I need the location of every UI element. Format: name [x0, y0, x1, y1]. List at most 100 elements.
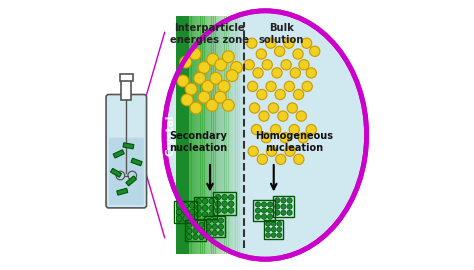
Circle shape [265, 227, 271, 232]
Circle shape [226, 70, 238, 82]
Text: Homogeneous
nucleation: Homogeneous nucleation [255, 131, 333, 153]
Circle shape [277, 221, 282, 226]
Bar [194, 197, 217, 219]
Polygon shape [117, 188, 128, 195]
Circle shape [185, 83, 197, 95]
Circle shape [209, 212, 215, 217]
Circle shape [187, 222, 192, 227]
Circle shape [222, 194, 228, 200]
Circle shape [285, 146, 295, 156]
Circle shape [272, 68, 282, 78]
Circle shape [222, 51, 234, 63]
Circle shape [206, 99, 218, 111]
Circle shape [265, 233, 271, 238]
Circle shape [271, 227, 276, 232]
Circle shape [306, 68, 316, 78]
Circle shape [268, 103, 279, 113]
Bar [237, 16, 240, 254]
Circle shape [219, 218, 224, 223]
Circle shape [209, 205, 215, 211]
Bar [185, 220, 206, 241]
Circle shape [259, 111, 269, 121]
Text: Bulk
solution: Bulk solution [259, 23, 304, 45]
Circle shape [206, 218, 211, 223]
Circle shape [180, 56, 191, 68]
Circle shape [251, 124, 262, 135]
Circle shape [218, 80, 230, 92]
Circle shape [228, 194, 234, 200]
Circle shape [255, 202, 261, 207]
Bar [191, 16, 194, 254]
Circle shape [222, 99, 234, 111]
Circle shape [198, 91, 210, 103]
Circle shape [255, 214, 261, 219]
Circle shape [196, 198, 201, 204]
Circle shape [193, 222, 198, 227]
Circle shape [266, 81, 276, 92]
Circle shape [210, 72, 222, 84]
Circle shape [222, 208, 228, 213]
Circle shape [274, 210, 280, 215]
Circle shape [196, 205, 201, 211]
Circle shape [256, 49, 266, 59]
Circle shape [278, 111, 288, 121]
Circle shape [284, 81, 294, 92]
Circle shape [294, 154, 304, 164]
Circle shape [265, 221, 271, 226]
Circle shape [274, 204, 280, 209]
Circle shape [187, 228, 192, 234]
Circle shape [189, 48, 201, 60]
Circle shape [198, 62, 210, 73]
Circle shape [249, 103, 260, 113]
Circle shape [194, 72, 206, 84]
FancyBboxPatch shape [106, 94, 146, 208]
Polygon shape [123, 143, 134, 149]
Circle shape [190, 102, 202, 114]
Circle shape [261, 202, 267, 207]
Bar [239, 16, 242, 254]
Text: Interparticle
energies zone: Interparticle energies zone [170, 23, 249, 45]
Circle shape [193, 234, 198, 239]
Circle shape [281, 204, 286, 209]
Bar [218, 16, 220, 254]
Bar [176, 16, 189, 254]
Text: Crystal: Crystal [165, 114, 175, 156]
Circle shape [261, 214, 267, 219]
Circle shape [248, 146, 258, 156]
Circle shape [267, 214, 273, 219]
Circle shape [275, 154, 286, 164]
Circle shape [274, 198, 280, 203]
Circle shape [212, 230, 218, 235]
Circle shape [274, 46, 285, 56]
Circle shape [287, 103, 298, 113]
Circle shape [215, 59, 227, 71]
Circle shape [202, 80, 214, 92]
Circle shape [302, 81, 312, 92]
Bar [273, 196, 294, 217]
Circle shape [287, 204, 292, 209]
Circle shape [262, 60, 273, 70]
Circle shape [176, 202, 182, 208]
Circle shape [253, 68, 263, 78]
Circle shape [230, 62, 242, 73]
Circle shape [284, 38, 294, 48]
Circle shape [275, 89, 285, 100]
Circle shape [281, 198, 286, 203]
Bar [233, 16, 236, 254]
Circle shape [265, 38, 276, 48]
Bar [228, 16, 231, 254]
Circle shape [306, 124, 316, 135]
Bar [242, 16, 244, 254]
Bar [207, 16, 210, 254]
Circle shape [181, 94, 193, 106]
Bar [209, 16, 211, 254]
Circle shape [209, 198, 215, 204]
Circle shape [199, 234, 204, 239]
Polygon shape [126, 176, 137, 186]
Bar [204, 216, 226, 237]
Circle shape [280, 133, 290, 143]
Circle shape [228, 201, 234, 207]
Circle shape [299, 60, 309, 70]
Circle shape [177, 75, 189, 87]
Bar [213, 193, 236, 215]
